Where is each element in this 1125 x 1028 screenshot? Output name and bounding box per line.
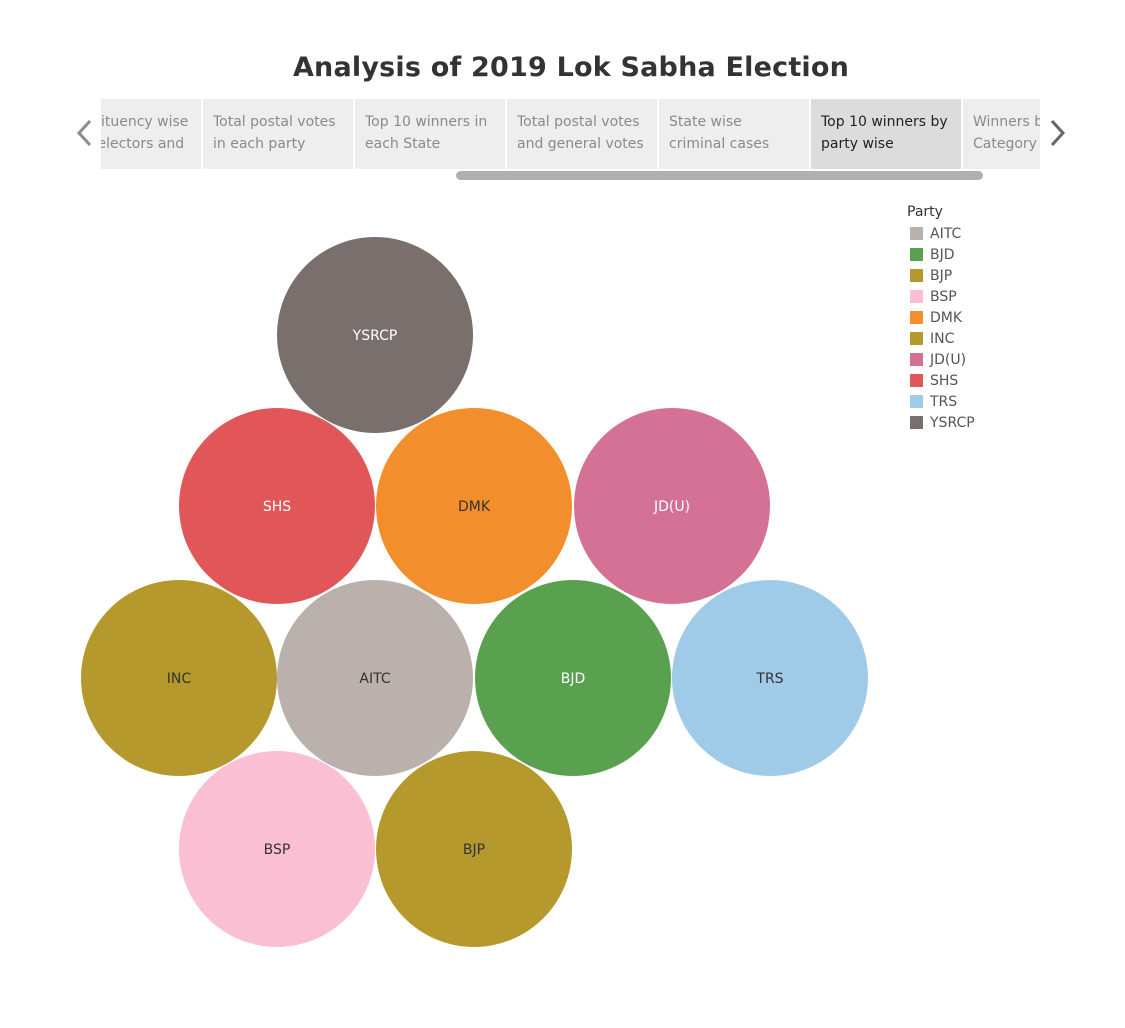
legend-swatch xyxy=(910,311,923,324)
legend-label: INC xyxy=(930,330,955,347)
tab-label-line: Top 10 winners by xyxy=(821,114,948,130)
legend-item-bjp[interactable]: BJP xyxy=(907,265,975,286)
tab-label-line: Total postal votes xyxy=(213,114,336,130)
bubble-bjd[interactable] xyxy=(475,580,671,776)
bubble-bjp[interactable] xyxy=(376,751,572,947)
tab-6[interactable]: Winners by Category xyxy=(963,99,1040,169)
bubble-dmk[interactable] xyxy=(376,408,572,604)
legend: Party AITC BJD BJP BSP DMK INC JD(U) SHS TRS YSRC… xyxy=(907,203,975,433)
story-tabs-track: Constituency wise total electors and Total… xyxy=(101,99,1040,169)
tab-label-line: State wise xyxy=(669,114,742,130)
legend-swatch xyxy=(910,290,923,303)
tab-label-line: and general votes xyxy=(517,136,644,152)
legend-label: BJD xyxy=(930,246,955,263)
bubble-bsp[interactable] xyxy=(179,751,375,947)
story-tabs: Constituency wise total electors and Total… xyxy=(101,99,1040,169)
legend-item-inc[interactable]: INC xyxy=(907,328,975,349)
chevron-left-icon xyxy=(76,119,92,147)
legend-items: AITC BJD BJP BSP DMK INC JD(U) SHS TRS YSRCP xyxy=(907,223,975,433)
legend-swatch xyxy=(910,353,923,366)
legend-item-aitc[interactable]: AITC xyxy=(907,223,975,244)
tab-label-line: Top 10 winners in xyxy=(365,114,488,130)
bubble-label-bjp: BJP xyxy=(463,842,485,858)
tabs-scroll-right-button[interactable] xyxy=(1044,113,1072,153)
tab-label-line: criminal cases xyxy=(669,136,770,152)
legend-label: BJP xyxy=(930,267,953,284)
tab-0[interactable]: Constituency wise total electors and xyxy=(101,99,201,169)
legend-label: SHS xyxy=(930,372,959,389)
legend-swatch xyxy=(910,248,923,261)
bubble-label-trs: TRS xyxy=(755,671,783,687)
bubble-label-jdu: JD(U) xyxy=(653,499,690,515)
bubble-trs[interactable] xyxy=(672,580,868,776)
tabs-scrollbar-thumb[interactable] xyxy=(456,171,983,180)
legend-label: TRS xyxy=(930,393,958,410)
legend-label: DMK xyxy=(930,309,963,326)
tab-2[interactable]: Top 10 winners in each State xyxy=(355,99,505,169)
legend-swatch xyxy=(910,395,923,408)
bubble-shs[interactable] xyxy=(179,408,375,604)
chevron-right-icon xyxy=(1050,119,1066,147)
tab-label-line: Category xyxy=(973,136,1037,152)
legend-title: Party xyxy=(907,204,943,220)
tab-label-line: Constituency wise xyxy=(101,114,189,130)
tab-1[interactable]: Total postal votes in each party xyxy=(203,99,353,169)
legend-item-dmk[interactable]: DMK xyxy=(907,307,975,328)
bubble-label-bsp: BSP xyxy=(264,842,291,858)
tab-label-line: total electors and xyxy=(101,136,185,152)
legend-swatch xyxy=(910,332,923,345)
tab-label-line: in each party xyxy=(213,136,306,152)
legend-label: JD(U) xyxy=(930,351,967,368)
legend-item-ysrcp[interactable]: YSRCP xyxy=(907,412,975,433)
bubble-label-bjd: BJD xyxy=(561,671,586,687)
legend-item-trs[interactable]: TRS xyxy=(907,391,975,412)
bubble-chart: YSRCP SHS DMK JD(U) INC AITC BJD TRS BSP BJP xyxy=(81,237,868,947)
legend-swatch xyxy=(910,416,923,429)
tab-4[interactable]: State wise criminal cases xyxy=(659,99,809,169)
tab-label-line: party wise xyxy=(821,136,894,152)
legend-item-bsp[interactable]: BSP xyxy=(907,286,975,307)
bubble-ysrcp[interactable] xyxy=(277,237,473,433)
page-title: Analysis of 2019 Lok Sabha Election xyxy=(292,52,850,83)
legend-label: AITC xyxy=(930,225,962,242)
legend-swatch xyxy=(910,227,923,240)
tab-label-line: Total postal votes xyxy=(517,114,640,130)
bubble-label-aitc: AITC xyxy=(359,671,390,687)
tabs-scroll-left-button[interactable] xyxy=(70,113,98,153)
bubble-label-inc: INC xyxy=(167,671,192,687)
bubble-inc[interactable] xyxy=(81,580,277,776)
tab-3[interactable]: Total postal votes and general votes xyxy=(507,99,657,169)
tab-5[interactable]: Top 10 winners by party wise xyxy=(811,99,961,169)
legend-label: BSP xyxy=(930,288,957,305)
legend-swatch xyxy=(910,374,923,387)
legend-item-shs[interactable]: SHS xyxy=(907,370,975,391)
bubble-label-shs: SHS xyxy=(263,499,291,515)
bubble-aitc[interactable] xyxy=(277,580,473,776)
bubble-jdu[interactable] xyxy=(574,408,770,604)
tab-label-line: Winners by xyxy=(973,114,1040,130)
bubble-label-dmk: DMK xyxy=(458,499,491,515)
legend-label: YSRCP xyxy=(930,414,975,431)
legend-item-bjd[interactable]: BJD xyxy=(907,244,975,265)
bubble-label-ysrcp: YSRCP xyxy=(352,328,398,344)
tab-label-line: each State xyxy=(365,136,441,152)
legend-swatch xyxy=(910,269,923,282)
legend-item-jdu[interactable]: JD(U) xyxy=(907,349,975,370)
